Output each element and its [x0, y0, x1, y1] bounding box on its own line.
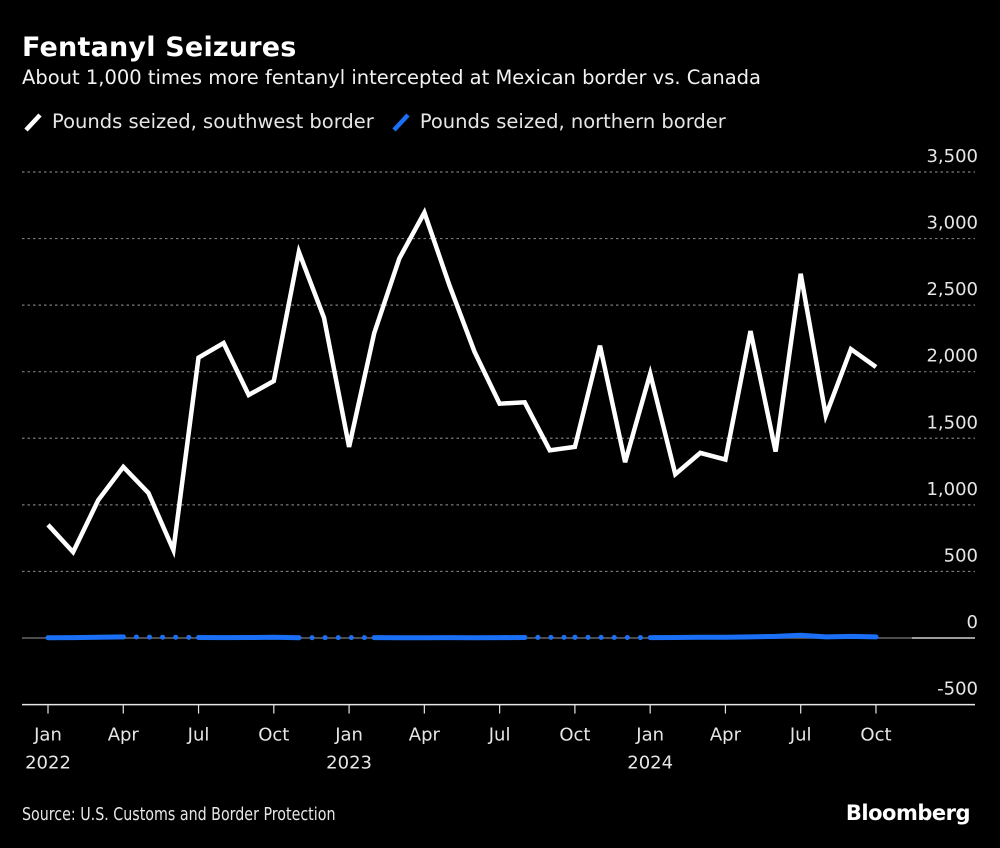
x-tick-label-month: Jan — [334, 725, 363, 746]
x-tick-label-month: Oct — [860, 725, 891, 746]
legend-label-southwest: Pounds seized, southwest border — [52, 110, 374, 133]
bloomberg-logo: Bloomberg — [845, 801, 971, 825]
y-tick-label: -500 — [937, 679, 978, 700]
x-tick-label-month: Apr — [108, 725, 140, 746]
x-tick-label-month: Oct — [258, 725, 289, 746]
source-note: Source: U.S. Customs and Border Protecti… — [22, 804, 336, 825]
y-tick-label: 500 — [944, 545, 978, 566]
x-tick-label-month: Apr — [710, 725, 742, 746]
x-axis: Jan 2022 Apr Jul Oct Jan 2023 Apr Jul Oct Jan 2024 A… — [22, 703, 975, 774]
x-tick-label-month: Apr — [409, 725, 441, 746]
legend-label-northern: Pounds seized, northern border — [419, 110, 726, 133]
y-tick-label: 0 — [967, 612, 978, 633]
y-tick-label: 1,500 — [926, 412, 978, 433]
chart-title: Fentanyl Seizures — [22, 32, 297, 63]
x-tick-label-year: 2023 — [326, 753, 372, 774]
y-tick-label: 3,500 — [926, 146, 978, 167]
legend: Pounds seized, southwest border Pounds s… — [22, 110, 742, 133]
legend-swatch-southwest — [24, 112, 42, 132]
x-tick-label-month: Oct — [559, 725, 590, 746]
y-tick-label: 2,500 — [926, 279, 978, 300]
x-tick-label-year: 2024 — [627, 753, 673, 774]
legend-item-northern: Pounds seized, northern border — [390, 110, 726, 133]
legend-swatch-northern — [392, 112, 410, 132]
series — [45, 207, 879, 641]
series-southwest-line — [46, 207, 878, 559]
y-tick-label: 3,000 — [926, 213, 978, 234]
x-tick-label-month: Jul — [789, 725, 812, 746]
x-tick-label-month: Jul — [488, 725, 511, 746]
chart-subtitle: About 1,000 times more fentanyl intercep… — [22, 66, 761, 89]
x-tick-label-month: Jan — [33, 725, 62, 746]
series-northern-line — [647, 632, 879, 641]
x-tick-label-month: Jan — [635, 725, 664, 746]
series-northern-line — [45, 634, 126, 641]
x-tick-label-year: 2022 — [25, 753, 71, 774]
series-northern-gap — [120, 634, 202, 640]
y-tick-label: 2,000 — [926, 346, 978, 367]
y-tick-label: 1,000 — [926, 479, 978, 500]
x-tick-label-month: Jul — [187, 725, 210, 746]
y-axis-ticks: 3,500 3,000 2,500 2,000 1,500 1,000 500 0 -500 — [926, 146, 978, 700]
legend-item-southwest: Pounds seized, southwest border — [22, 110, 374, 133]
